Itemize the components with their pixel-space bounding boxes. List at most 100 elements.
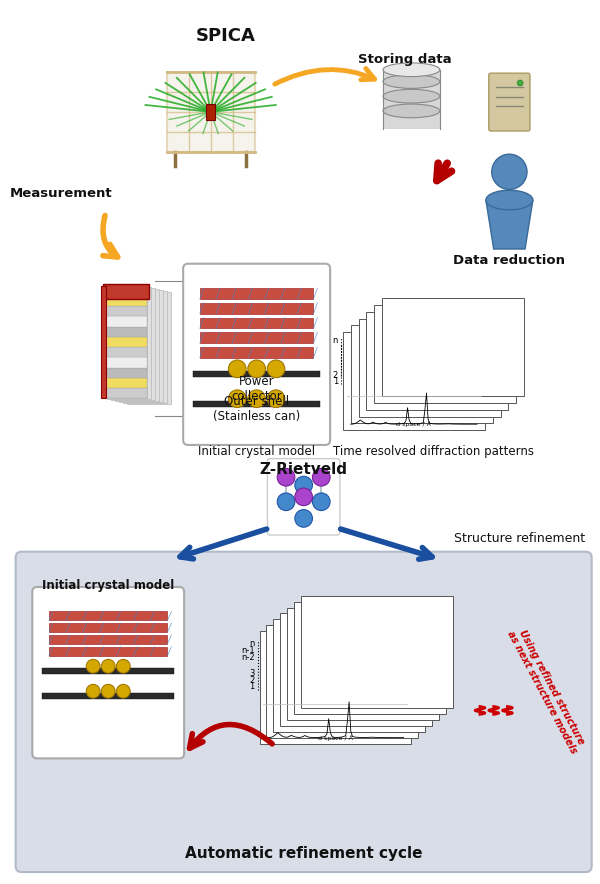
Circle shape bbox=[86, 659, 100, 673]
Circle shape bbox=[517, 80, 523, 86]
Circle shape bbox=[229, 360, 246, 377]
Ellipse shape bbox=[383, 104, 440, 118]
FancyBboxPatch shape bbox=[103, 296, 148, 306]
Text: n: n bbox=[249, 639, 254, 648]
Text: Z-Rietveld: Z-Rietveld bbox=[260, 461, 347, 476]
Text: Data reduction: Data reduction bbox=[454, 254, 565, 267]
Circle shape bbox=[295, 476, 313, 494]
Circle shape bbox=[267, 360, 285, 377]
FancyArrowPatch shape bbox=[275, 69, 374, 84]
FancyBboxPatch shape bbox=[101, 286, 106, 399]
Text: Measurement: Measurement bbox=[10, 187, 112, 200]
Text: n-1: n-1 bbox=[241, 646, 254, 655]
Circle shape bbox=[116, 659, 130, 673]
Text: 3: 3 bbox=[249, 668, 254, 678]
Text: SPICA: SPICA bbox=[196, 27, 255, 45]
Circle shape bbox=[229, 390, 246, 408]
FancyBboxPatch shape bbox=[103, 347, 148, 357]
FancyBboxPatch shape bbox=[119, 290, 163, 402]
FancyArrowPatch shape bbox=[103, 216, 118, 257]
Ellipse shape bbox=[486, 190, 533, 210]
FancyBboxPatch shape bbox=[489, 73, 530, 131]
FancyBboxPatch shape bbox=[49, 647, 167, 656]
Text: Initial crystal model: Initial crystal model bbox=[198, 445, 315, 458]
Circle shape bbox=[277, 493, 295, 511]
FancyBboxPatch shape bbox=[103, 306, 148, 316]
FancyBboxPatch shape bbox=[280, 613, 432, 726]
FancyBboxPatch shape bbox=[294, 602, 446, 714]
FancyBboxPatch shape bbox=[103, 357, 148, 368]
FancyBboxPatch shape bbox=[103, 368, 148, 378]
FancyBboxPatch shape bbox=[200, 303, 313, 314]
Text: Structure refinement: Structure refinement bbox=[454, 531, 585, 545]
Ellipse shape bbox=[383, 89, 440, 103]
FancyBboxPatch shape bbox=[103, 327, 148, 337]
FancyBboxPatch shape bbox=[167, 72, 254, 151]
Circle shape bbox=[295, 488, 313, 506]
Polygon shape bbox=[486, 200, 533, 249]
FancyBboxPatch shape bbox=[103, 316, 148, 327]
FancyBboxPatch shape bbox=[382, 298, 524, 396]
Circle shape bbox=[277, 469, 295, 486]
FancyBboxPatch shape bbox=[49, 623, 167, 632]
Text: 2: 2 bbox=[250, 675, 254, 684]
FancyBboxPatch shape bbox=[115, 289, 159, 401]
Text: Automatic refinement cycle: Automatic refinement cycle bbox=[185, 846, 422, 861]
FancyBboxPatch shape bbox=[103, 378, 148, 388]
FancyBboxPatch shape bbox=[287, 607, 439, 720]
FancyBboxPatch shape bbox=[200, 317, 313, 328]
FancyArrowPatch shape bbox=[341, 529, 432, 560]
FancyBboxPatch shape bbox=[103, 284, 149, 300]
FancyBboxPatch shape bbox=[107, 286, 151, 400]
Circle shape bbox=[116, 684, 130, 698]
Circle shape bbox=[101, 684, 115, 698]
FancyArrowPatch shape bbox=[190, 725, 272, 749]
Text: n-2: n-2 bbox=[241, 653, 254, 662]
FancyBboxPatch shape bbox=[42, 668, 175, 674]
FancyBboxPatch shape bbox=[200, 288, 313, 299]
Bar bbox=[206, 104, 215, 119]
FancyBboxPatch shape bbox=[127, 292, 171, 404]
FancyBboxPatch shape bbox=[374, 305, 516, 403]
Ellipse shape bbox=[383, 74, 440, 88]
FancyBboxPatch shape bbox=[42, 693, 175, 699]
FancyBboxPatch shape bbox=[103, 337, 148, 347]
FancyBboxPatch shape bbox=[383, 70, 440, 128]
Text: Outer shell
(Stainless can): Outer shell (Stainless can) bbox=[213, 394, 300, 423]
Circle shape bbox=[248, 390, 265, 408]
Text: 2: 2 bbox=[332, 371, 338, 380]
Text: Storing data: Storing data bbox=[358, 53, 451, 66]
Circle shape bbox=[492, 154, 527, 189]
FancyBboxPatch shape bbox=[273, 620, 425, 732]
FancyBboxPatch shape bbox=[123, 291, 167, 403]
FancyBboxPatch shape bbox=[49, 612, 167, 621]
Circle shape bbox=[86, 684, 100, 698]
FancyBboxPatch shape bbox=[260, 631, 412, 743]
FancyBboxPatch shape bbox=[103, 388, 148, 399]
FancyBboxPatch shape bbox=[266, 625, 418, 738]
FancyBboxPatch shape bbox=[16, 552, 592, 872]
Circle shape bbox=[295, 509, 313, 527]
Text: 1: 1 bbox=[250, 682, 254, 691]
Text: Initial crystal model: Initial crystal model bbox=[41, 579, 174, 592]
FancyBboxPatch shape bbox=[183, 263, 330, 445]
FancyBboxPatch shape bbox=[200, 347, 313, 358]
FancyBboxPatch shape bbox=[350, 325, 493, 423]
Circle shape bbox=[101, 659, 115, 673]
FancyBboxPatch shape bbox=[111, 287, 155, 400]
Circle shape bbox=[313, 469, 330, 486]
Circle shape bbox=[267, 390, 285, 408]
Text: 1: 1 bbox=[332, 377, 338, 385]
FancyBboxPatch shape bbox=[103, 286, 148, 399]
FancyArrowPatch shape bbox=[180, 529, 267, 559]
FancyBboxPatch shape bbox=[49, 635, 167, 644]
FancyBboxPatch shape bbox=[32, 587, 184, 758]
Text: Using refined structure
as next structure models: Using refined structure as next structur… bbox=[505, 624, 589, 756]
FancyBboxPatch shape bbox=[301, 596, 452, 708]
Text: d space / Å: d space / Å bbox=[397, 422, 431, 427]
Text: d space / Å: d space / Å bbox=[318, 735, 353, 741]
Text: Time resolved diffraction patterns: Time resolved diffraction patterns bbox=[333, 445, 534, 458]
Circle shape bbox=[248, 360, 265, 377]
FancyBboxPatch shape bbox=[268, 459, 340, 535]
FancyBboxPatch shape bbox=[193, 371, 320, 377]
